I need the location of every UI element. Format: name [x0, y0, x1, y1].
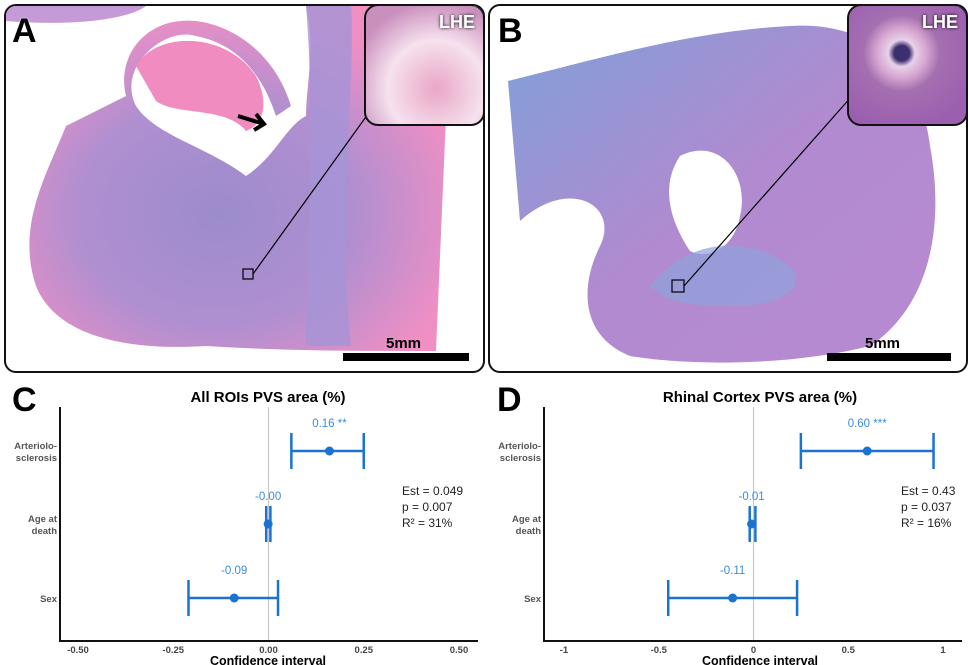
panel-b-label: B: [498, 12, 523, 50]
arrow-icon: [237, 112, 267, 132]
model-stat: p = 0.007: [402, 500, 453, 514]
hippocampus-section-image: [6, 6, 447, 351]
inset-stain-label: LHE: [439, 12, 475, 32]
model-stat: R² = 16%: [901, 516, 952, 530]
panel-b-inset: LHE: [847, 6, 966, 126]
y-category-label: Arteriolo-sclerosis: [498, 441, 541, 464]
estimate-point: [862, 446, 872, 456]
y-category-label: Age at death: [28, 514, 58, 537]
y-category-label: Arteriolo-sclerosis: [14, 441, 57, 464]
estimate-label: -0.11: [720, 565, 745, 577]
panel-b-histology: B LHE 5mm: [488, 4, 968, 373]
model-stat: Est = 0.43: [901, 484, 956, 498]
chart-title: All ROIs PVS area (%): [190, 389, 345, 406]
inset-stain-label: LHE: [922, 12, 958, 32]
x-axis-label: Confidence interval: [702, 654, 818, 665]
panel-a-histology: A LHE 5mm: [4, 4, 485, 373]
x-tick-label: -0.25: [162, 645, 184, 656]
y-category-label: Sex: [40, 594, 58, 605]
forest-plot-c: All ROIs PVS area (%) -0.50 -0.25 0.00 0.25 0…: [14, 389, 478, 665]
estimate-label: -0.00: [255, 491, 281, 503]
x-tick-label: -0.50: [67, 645, 89, 656]
chart-title: Rhinal Cortex PVS area (%): [663, 389, 857, 406]
x-tick-label: -1: [560, 645, 569, 656]
panel-c-label: C: [12, 381, 37, 419]
x-tick-label: -0.5: [651, 645, 668, 656]
model-stat: p = 0.037: [901, 500, 952, 514]
scale-bar-label: 5mm: [386, 335, 422, 352]
model-stat: Est = 0.049: [402, 484, 463, 498]
x-tick-label: 0.25: [355, 645, 374, 656]
x-tick-label: 1: [940, 645, 946, 656]
x-tick-label: 0.00: [259, 645, 278, 656]
scale-bar: [827, 353, 951, 361]
x-axis-label: Confidence interval: [210, 654, 326, 665]
scale-bar-label: 5mm: [865, 335, 901, 352]
estimate-label: 0.16 **: [312, 418, 347, 430]
panel-a-label: A: [12, 12, 37, 50]
estimate-label: 0.60 ***: [848, 418, 888, 430]
y-category-label: Age at death: [512, 514, 542, 537]
estimate-point: [229, 593, 239, 603]
scale-bar: [343, 353, 469, 361]
x-tick-label: 0.5: [842, 645, 856, 656]
estimate-point: [263, 519, 273, 529]
rhinal-cortex-section-image: [508, 25, 936, 363]
panel-d-label: D: [497, 381, 522, 419]
estimate-point: [324, 446, 334, 456]
estimate-label: -0.09: [221, 565, 247, 577]
x-tick-label: 0: [751, 645, 756, 656]
estimate-label: -0.01: [738, 491, 764, 503]
x-tick-label: 0.50: [450, 645, 469, 656]
model-stat: R² = 31%: [402, 516, 453, 530]
y-category-label: Sex: [524, 594, 542, 605]
estimate-point: [747, 519, 757, 529]
estimate-point: [728, 593, 738, 603]
forest-plot-d: Rhinal Cortex PVS area (%) -1 -0.5 0 0.5 1 Con…: [498, 389, 962, 665]
panel-a-inset: LHE: [364, 6, 483, 126]
